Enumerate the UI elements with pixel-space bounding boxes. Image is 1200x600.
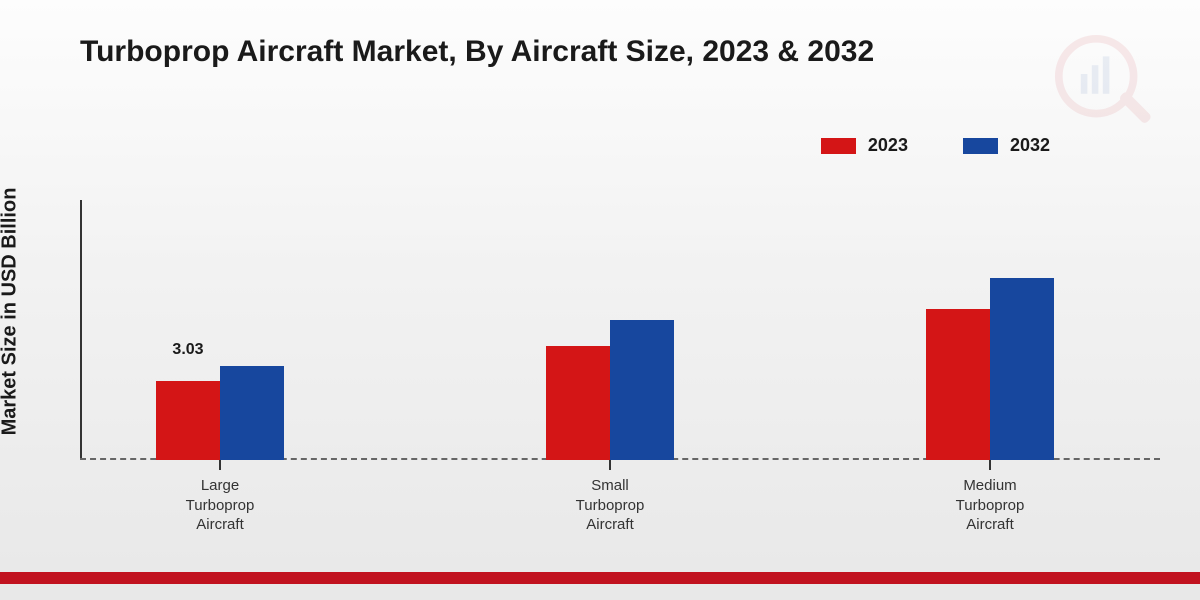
bar (156, 381, 220, 460)
legend: 2023 2032 (821, 135, 1050, 156)
legend-item-2023: 2023 (821, 135, 908, 156)
bar-cluster (926, 278, 1054, 460)
y-axis-line (80, 200, 82, 460)
bar (546, 346, 610, 460)
bar (926, 309, 990, 460)
bar (610, 320, 674, 460)
x-tick-label: MediumTurbopropAircraft (920, 476, 1060, 535)
legend-label-2032: 2032 (1010, 135, 1050, 156)
x-tick-label: SmallTurbopropAircraft (540, 476, 680, 535)
legend-item-2032: 2032 (963, 135, 1050, 156)
bar (990, 278, 1054, 460)
y-axis-label: Market Size in USD Billion (0, 188, 22, 436)
chart-title: Turboprop Aircraft Market, By Aircraft S… (80, 35, 874, 69)
legend-label-2023: 2023 (868, 135, 908, 156)
bar (220, 366, 284, 460)
legend-swatch-2023 (821, 138, 856, 154)
legend-swatch-2032 (963, 138, 998, 154)
bar-cluster (546, 320, 674, 460)
x-tick: SmallTurbopropAircraft (540, 460, 680, 535)
data-label: 3.03 (172, 341, 203, 359)
x-tick: LargeTurbopropAircraft (150, 460, 290, 535)
chart-area: LargeTurbopropAircraftSmallTurbopropAirc… (80, 200, 1160, 460)
x-tick-label: LargeTurbopropAircraft (150, 476, 290, 535)
watermark-logo-icon (1050, 30, 1160, 140)
x-tick: MediumTurbopropAircraft (920, 460, 1060, 535)
bar-cluster (156, 366, 284, 460)
footer-accent-bar (0, 572, 1200, 584)
